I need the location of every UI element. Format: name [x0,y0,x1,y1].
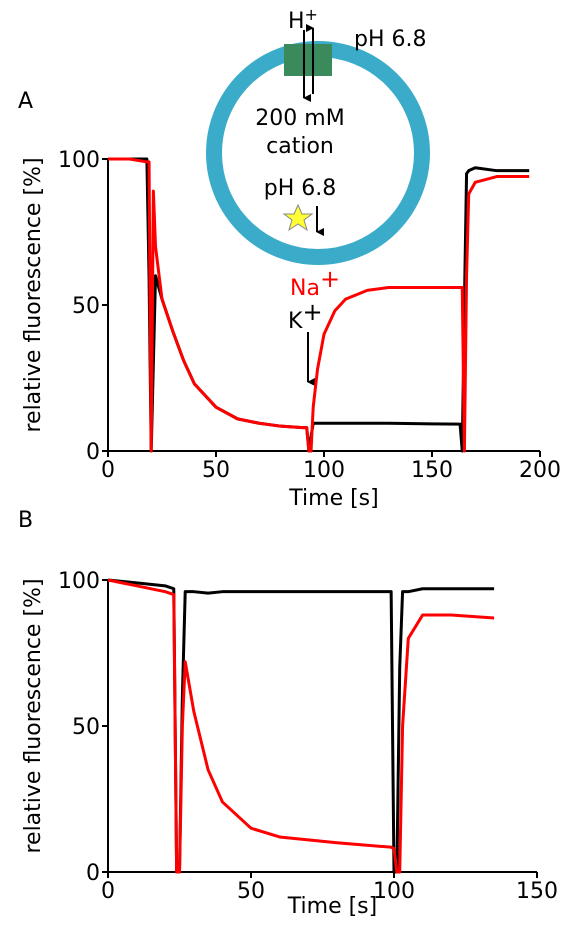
inside-ph: pH 6.8 [264,176,337,201]
annotation-sup: + [320,265,340,293]
y-tick-label: 100 [58,148,100,173]
data-line [107,578,495,874]
proton-sup: + [305,5,318,24]
inside-line2: cation [266,134,334,159]
y-axis-label: relative fluorescence [%] [21,578,46,853]
proton-text: H [288,9,305,34]
annotation-text: Na [290,276,320,301]
x-tick-label: 150 [411,458,453,483]
inside-line1: 200 mM [255,106,344,131]
x-tick-label: 100 [373,879,415,904]
star [282,203,314,232]
proton-label: H+ [288,5,318,34]
x-axis-label: Time [s] [287,894,377,919]
x-tick-label: 0 [101,879,115,904]
panel-label: B [18,508,33,533]
y-axis-label: relative fluorescence [%] [21,157,46,432]
x-tick-label: 200 [519,458,561,483]
x-tick-label: 150 [516,879,558,904]
x-tick-label: 50 [237,879,265,904]
annotation-sup: + [302,298,322,326]
x-tick-label: 0 [101,458,115,483]
annotation: Na+ [290,265,340,301]
annotation-text: K [288,309,303,334]
outside-ph: pH 6.8 [354,27,427,52]
annotation: K+ [288,298,323,334]
panel-label: A [18,89,33,114]
y-tick-label: 0 [86,861,100,886]
y-tick-label: 50 [72,715,100,740]
x-tick-label: 100 [303,458,345,483]
y-tick-label: 100 [58,569,100,594]
y-tick-label: 50 [72,294,100,319]
x-tick-label: 50 [202,458,230,483]
data-line [108,157,530,453]
y-tick-label: 0 [86,440,100,465]
transporter [284,44,332,76]
data-line [107,578,495,874]
x-axis-label: Time [s] [288,486,378,511]
